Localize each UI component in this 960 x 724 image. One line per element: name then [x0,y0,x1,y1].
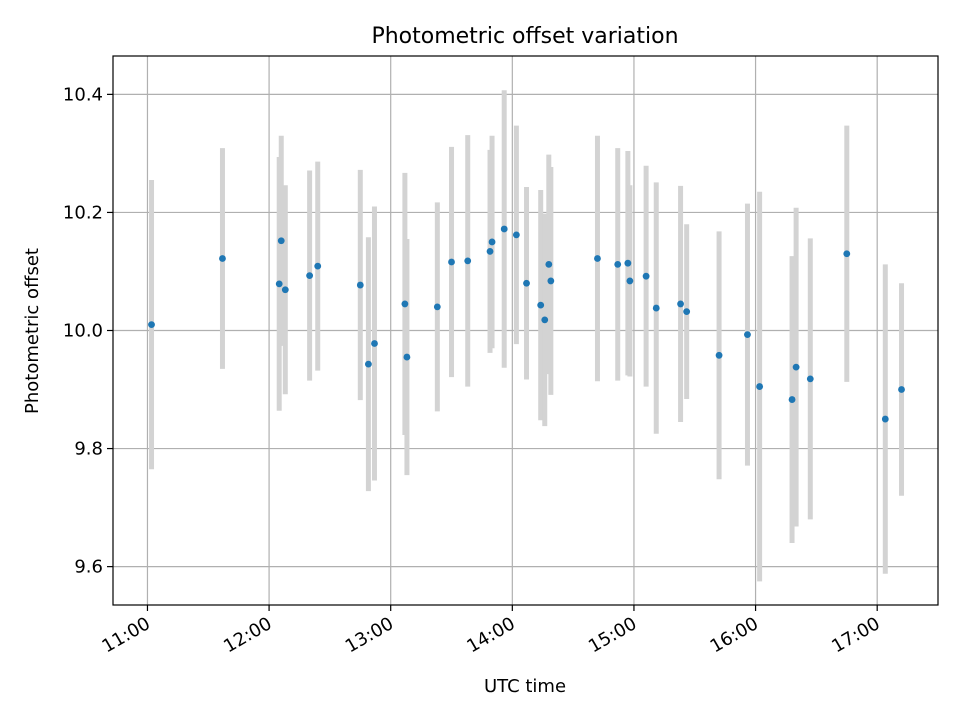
data-point [306,272,314,279]
x-tick-label: 13:00 [342,613,397,657]
data-point [277,237,285,245]
data-point [486,247,494,255]
errorbar-layer [149,90,905,582]
data-point [500,225,508,233]
data-point [464,257,472,265]
data-point [547,277,555,285]
y-axis-label: Photometric offset [22,248,43,414]
data-point [512,231,520,239]
data-point [881,415,889,423]
data-point [715,351,723,359]
data-point [614,260,622,268]
data-point [541,316,549,324]
x-tick-label: 15:00 [585,613,640,657]
data-point [401,300,409,308]
data-point [537,301,545,309]
data-point [219,255,226,262]
x-tick-label: 12:00 [220,613,275,657]
data-point [788,396,796,403]
x-tick-label: 17:00 [828,613,883,657]
x-tick-label: 11:00 [99,613,154,657]
data-point [433,303,441,311]
data-point [642,272,650,280]
data-point [403,353,411,361]
data-point [448,258,455,266]
x-axis-label: UTC time [484,676,566,697]
grid-layer [113,56,938,605]
data-point [626,277,634,285]
x-tick-label: 16:00 [707,613,762,657]
y-tick-label: 9.6 [74,557,103,578]
data-point [365,360,372,368]
data-point [356,281,364,289]
data-point [275,280,283,288]
data-point [744,331,751,339]
data-point [371,340,378,347]
data-point [677,300,684,308]
data-point [314,262,322,270]
y-tick-label: 10.2 [63,202,103,223]
data-point [624,259,632,267]
data-point [148,321,155,328]
chart-title: Photometric offset variation [371,24,678,49]
data-point [652,304,660,312]
data-point [594,255,601,262]
data-point [898,386,905,393]
data-point [545,260,553,268]
data-point [523,279,530,287]
data-point [792,363,800,371]
data-point [281,286,289,294]
data-point [683,308,691,316]
data-point [806,375,814,383]
data-point [843,250,851,258]
data-point [488,238,496,246]
y-tick-label: 10.0 [63,321,103,342]
data-point [756,383,764,390]
x-tick-label: 14:00 [463,613,518,657]
point-layer [148,225,905,423]
y-tick-label: 9.8 [74,439,103,460]
y-tick-label: 10.4 [63,84,103,105]
